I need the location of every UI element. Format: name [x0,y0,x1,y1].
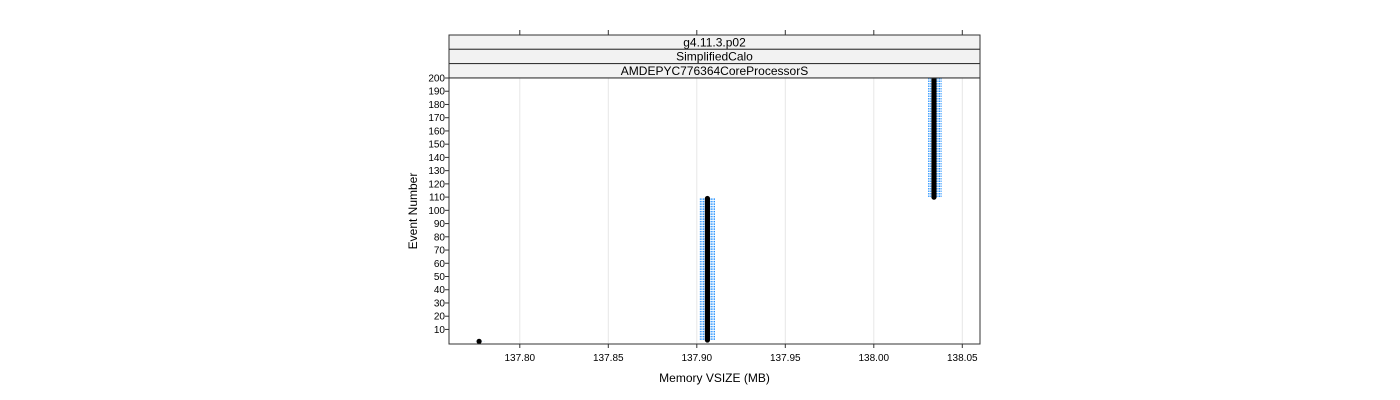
x-tick-label: 138.00 [859,353,890,364]
strip-label: g4.11.3.p02 [683,35,746,49]
y-tick-label: 160 [428,126,445,137]
y-tick-label: 110 [429,193,445,204]
y-tick-label: 180 [428,100,445,111]
y-tick-label: 170 [428,113,445,124]
x-tick-label: 137.85 [593,353,624,364]
y-tick-label: 50 [434,272,446,283]
y-tick-label: 140 [428,153,445,164]
y-tick-label: 90 [434,219,446,230]
strip-label: SimplifiedCalo [676,50,753,64]
grid-layer [519,78,963,344]
y-tick-label: 150 [428,140,445,151]
strip-box [448,63,981,79]
y-tick-label: 200 [428,74,445,85]
y-axis: 10 20 30 40 50 60 70 80 90 100 110 120 130 140 150 160 1… [428,74,449,336]
y-tick-label: 190 [428,87,445,98]
y-tick-label: 60 [434,259,446,270]
strip-label: AMDEPYC776364CoreProcessorS [621,64,808,78]
data-layer [476,75,942,344]
y-axis-title: Event Number [406,173,420,250]
y-tick-label: 20 [434,312,446,323]
x-tick-label: 138.05 [947,353,978,364]
y-tick-label: 80 [434,232,446,243]
series-points [931,75,937,200]
x-axis-title: Memory VSIZE (MB) [659,371,770,385]
y-tick-label: 120 [428,179,445,190]
y-tick-label: 130 [428,166,445,177]
y-tick-label: 10 [434,325,446,336]
data-point [476,338,482,344]
series-points [704,195,711,343]
data-point [704,195,711,202]
series-points [476,338,482,344]
x-tick-label: 137.95 [770,353,801,364]
panel-strips: g4.11.3.p02SimplifiedCaloAMDEPYC776364Co… [448,34,981,79]
y-tick-label: 70 [434,246,446,257]
y-tick-label: 30 [434,298,446,309]
x-tick-label: 137.80 [505,353,536,364]
y-tick-label: 100 [428,206,445,217]
y-tick-label: 40 [434,285,446,296]
x-axis: 137.80 137.85 137.90 137.95 138.00 138.05 [505,30,978,364]
x-tick-label: 137.90 [682,353,713,364]
